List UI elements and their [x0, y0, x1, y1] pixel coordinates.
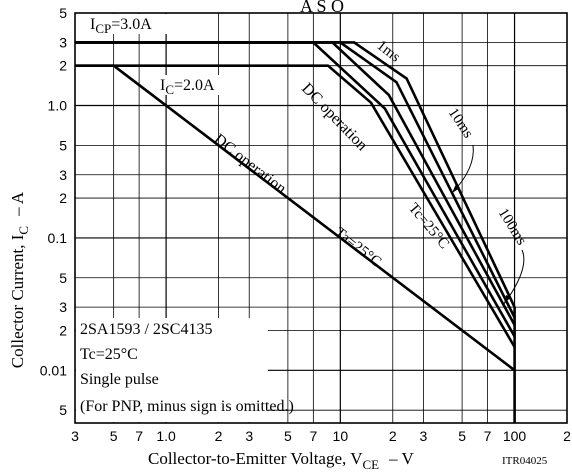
- x-axis-label-sub: CE: [362, 457, 379, 472]
- y-tick-label: 5: [59, 137, 67, 153]
- x-tick-label: 3: [420, 428, 428, 444]
- arrowhead-100ms: [504, 295, 511, 304]
- x-tick-label: 10: [333, 428, 349, 444]
- x-axis-label: Collector-to-Emitter Voltage, VCE – V: [148, 449, 415, 472]
- ic-label: IC=2.0A: [160, 77, 215, 97]
- note-tc: Tc=25°C: [80, 346, 138, 363]
- y-tick-label: 2: [59, 190, 67, 206]
- x-tick-label: 7: [135, 428, 143, 444]
- x-tick-label: 2: [389, 428, 397, 444]
- y-tick-label: 1.0: [48, 98, 68, 114]
- series-layer: [75, 41, 516, 423]
- label-dc-operation-ta: DC operation: [211, 131, 290, 198]
- x-tick-label: 5: [110, 428, 118, 444]
- label-ta-25c: Ta=25°C: [332, 225, 385, 271]
- label-1ms: 1ms: [374, 38, 404, 66]
- x-tick-label: 100: [503, 428, 527, 444]
- x-tick-label: 1.0: [156, 428, 176, 444]
- label-dc-operation-tc: DC operation: [298, 80, 370, 154]
- x-tick-label: 7: [309, 428, 317, 444]
- note-device: 2SA1593 / 2SC4135: [80, 321, 212, 338]
- series-line-1: [75, 41, 516, 319]
- x-tick-label: 2: [563, 428, 571, 444]
- y-axis-label: Collector Current, IC – A: [8, 191, 31, 368]
- x-tick-labels: 3 5 7 1.0 2 3 5 7 10 2 3 5 7 100 2: [71, 428, 571, 444]
- y-tick-label: 5: [59, 270, 67, 286]
- y-axis-label-sub: C: [16, 226, 31, 235]
- note-pnp: (For PNP, minus sign is omitted.): [80, 398, 294, 415]
- icp-label-bg: [84, 14, 178, 34]
- x-tick-label: 2: [215, 428, 223, 444]
- y-axis-label-unit: – A: [8, 191, 27, 217]
- figure-code: ITR04025: [502, 455, 548, 467]
- arrow-heads: [452, 184, 511, 304]
- y-tick-label: 0.01: [40, 362, 67, 378]
- label-10ms: 10ms: [445, 105, 477, 141]
- x-tick-label: 5: [284, 428, 292, 444]
- plot-frame: [74, 12, 568, 424]
- ic-label-bg: [156, 75, 240, 95]
- arrowhead-10ms: [452, 184, 460, 193]
- y-tick-label: 0.1: [48, 230, 68, 246]
- x-axis-label-unit: – V: [388, 449, 414, 468]
- y-tick-label: 5: [59, 402, 67, 418]
- label-100ms: 100ms: [495, 206, 530, 249]
- x-tick-label: 3: [245, 428, 253, 444]
- series-line-3: [75, 41, 516, 338]
- x-tick-label: 7: [484, 428, 492, 444]
- y-tick-label: 2: [59, 58, 67, 74]
- x-tick-label: 3: [71, 428, 79, 444]
- y-tick-label: 5: [59, 5, 67, 21]
- series-line-5: [75, 64, 516, 348]
- icp-label: ICP=3.0A: [90, 16, 152, 36]
- y-tick-label: 3: [59, 167, 67, 183]
- notes-bg: [76, 318, 268, 422]
- y-axis-label-main: Collector Current, I: [8, 234, 27, 368]
- note-pulse: Single pulse: [80, 371, 159, 388]
- y-tick-labels: 5 0.01 2 3 5 0.1 2 3 5 1.0 2 3 5: [40, 5, 67, 418]
- chart-title: A S O: [300, 0, 344, 16]
- y-tick-label: 2: [59, 322, 67, 338]
- y-tick-label: 3: [59, 299, 67, 315]
- y-tick-label: 3: [59, 34, 67, 50]
- x-tick-label: 5: [458, 428, 466, 444]
- x-axis-label-main: Collector-to-Emitter Voltage, V: [148, 449, 363, 468]
